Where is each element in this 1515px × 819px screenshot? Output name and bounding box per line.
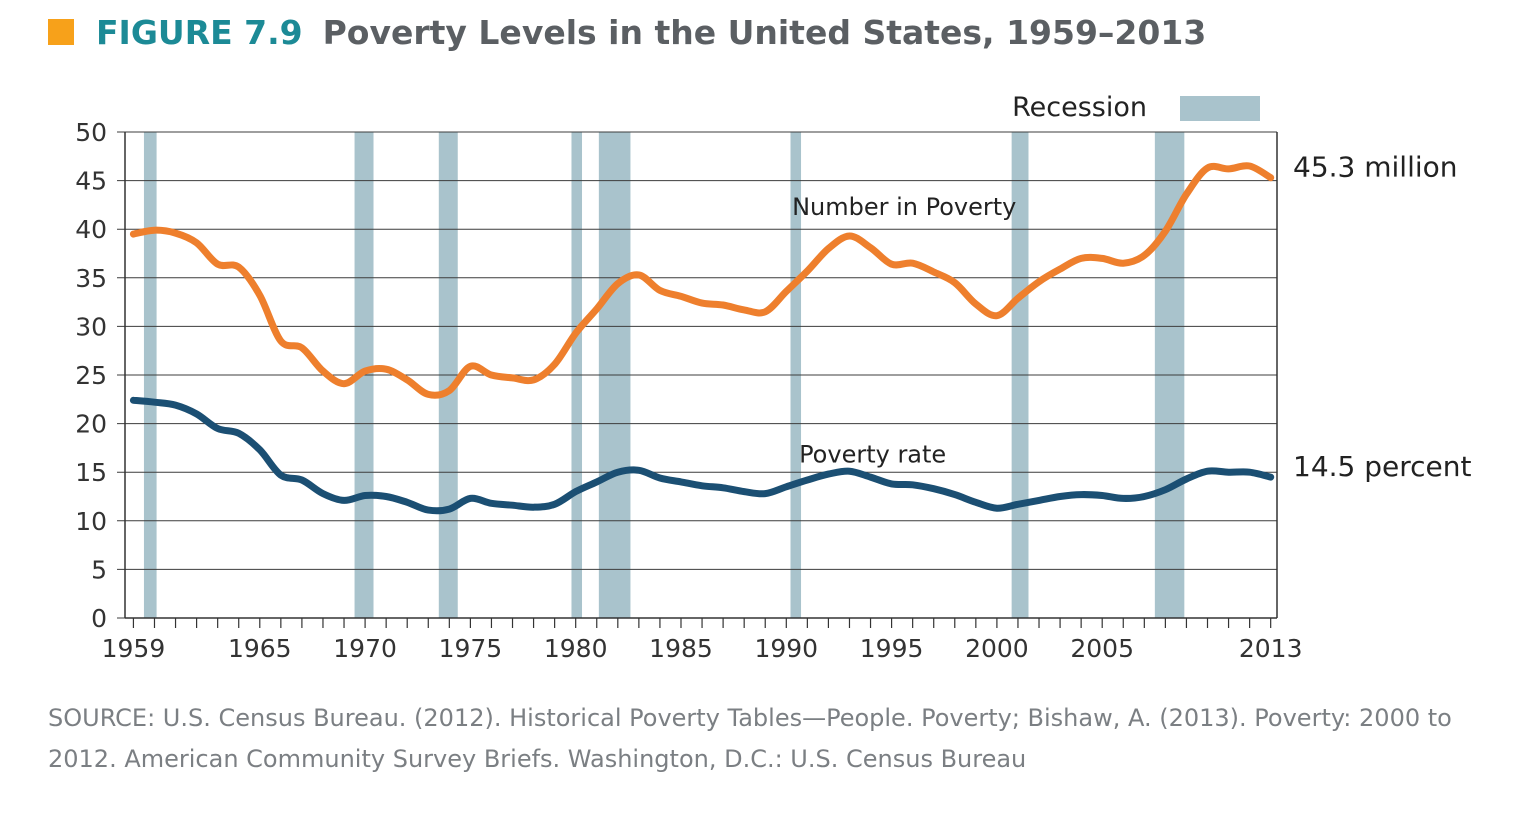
x-tick-label: 2013 (1239, 634, 1303, 663)
figure-header: FIGURE 7.9 Poverty Levels in the United … (48, 10, 1206, 54)
poverty-rate-end-label: 14.5 percent (1293, 450, 1472, 483)
x-tick-label: 1970 (333, 634, 397, 663)
y-tick-label: 45 (75, 167, 107, 196)
data-series (129, 162, 1275, 515)
x-tick-label: 1975 (439, 634, 503, 663)
y-tick-label: 10 (75, 507, 107, 536)
x-tick-label: 1965 (228, 634, 292, 663)
poverty-rate-line (129, 396, 1275, 515)
figure-title: Poverty Levels in the United States, 195… (322, 12, 1207, 52)
figure-label: FIGURE 7.9 (96, 12, 303, 52)
number-in-poverty-end-label: 45.3 million (1293, 151, 1458, 184)
y-tick-label: 35 (75, 264, 107, 293)
series-annotation: Poverty rate (799, 441, 946, 469)
poverty-chart: 0 5 10 15 20 25 30 35 40 45 50 1959 1965 1970 1975 1980… (75, 92, 1471, 663)
legend-swatch (1180, 96, 1260, 121)
y-tick-label: 15 (75, 458, 107, 487)
y-tick-label: 50 (75, 118, 107, 147)
series-annotation: Number in Poverty (792, 193, 1016, 221)
x-tick-label: 2005 (1070, 634, 1134, 663)
x-tick-label: 1980 (544, 634, 608, 663)
number-in-poverty-line (129, 162, 1275, 399)
x-tick-label: 1959 (102, 634, 166, 663)
x-tick-label: 2000 (965, 634, 1029, 663)
y-tick-label: 5 (91, 555, 107, 584)
x-tick-label: 1990 (754, 634, 818, 663)
legend-label: Recession (1012, 92, 1147, 123)
x-tick-label: 1985 (649, 634, 713, 663)
chart-labels: 45.3 million 14.5 percent Number in Povert… (792, 151, 1471, 483)
y-tick-label: 30 (75, 312, 107, 341)
y-tick-label: 25 (75, 361, 107, 390)
y-tick-label: 20 (75, 410, 107, 439)
y-tick-label: 40 (75, 215, 107, 244)
axes: 0 5 10 15 20 25 30 35 40 45 50 1959 1965 1970 1975 1980… (75, 118, 1302, 663)
x-tick-label: 1995 (860, 634, 924, 663)
y-tick-label: 0 (91, 604, 107, 633)
figure-marker-square (48, 19, 74, 45)
grid-lines (117, 131, 1277, 619)
source-note: SOURCE: U.S. Census Bureau. (2012). Hist… (48, 704, 1452, 773)
legend: Recession (1012, 92, 1260, 123)
